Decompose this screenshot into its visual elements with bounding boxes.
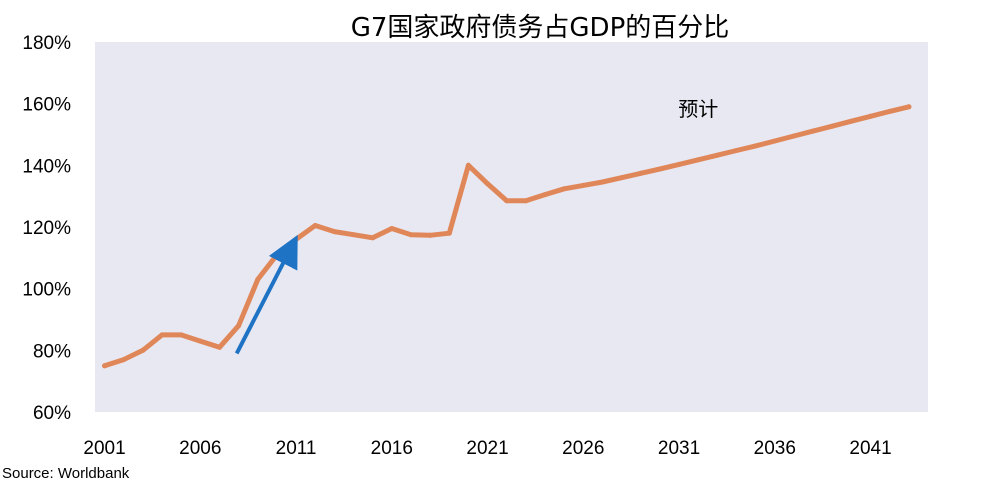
x-tick-label: 2041 <box>849 438 891 459</box>
x-tick-label: 2026 <box>562 438 604 459</box>
x-tick-label: 2021 <box>466 438 508 459</box>
plot-area <box>95 42 928 412</box>
data-point <box>140 347 146 353</box>
data-point <box>351 232 356 238</box>
x-tick-label: 2016 <box>371 438 413 459</box>
data-point <box>389 226 395 231</box>
data-point <box>542 192 548 198</box>
data-point <box>312 223 318 228</box>
data-point <box>197 338 203 344</box>
x-tick-label: 2031 <box>658 438 700 459</box>
y-tick-label: 180% <box>22 33 71 54</box>
data-point <box>695 157 701 163</box>
data-point <box>561 186 567 192</box>
source-note: Source: Worldbank <box>2 465 130 482</box>
data-point <box>887 108 893 114</box>
x-tick-label: 2036 <box>754 438 796 459</box>
data-point <box>293 236 299 242</box>
data-point <box>255 276 261 282</box>
data-point <box>331 229 337 235</box>
y-tick-label: 60% <box>33 403 71 424</box>
data-point <box>178 332 184 338</box>
y-tick-label: 120% <box>22 218 71 239</box>
x-tick-label: 2011 <box>276 438 317 459</box>
y-tick-label: 80% <box>33 341 71 362</box>
data-point <box>159 332 165 338</box>
data-point <box>906 104 912 110</box>
data-point <box>829 123 835 129</box>
data-point <box>772 138 778 144</box>
data-point <box>217 344 222 350</box>
x-tick-label: 2006 <box>179 438 221 459</box>
data-point <box>465 162 471 168</box>
data-point <box>370 235 376 241</box>
chart-title: G7国家政府债务占GDP的百分比 <box>351 13 730 43</box>
data-point <box>657 166 663 172</box>
trend-arrow <box>234 234 298 355</box>
x-tick-label: 2001 <box>83 438 125 459</box>
data-point <box>791 133 797 139</box>
y-tick-label: 140% <box>22 156 71 177</box>
data-point <box>753 143 759 149</box>
y-tick-label: 100% <box>22 280 71 301</box>
data-point <box>523 198 529 204</box>
data-point <box>121 357 127 363</box>
data-point <box>236 323 242 329</box>
data-point <box>504 198 510 204</box>
data-point <box>408 232 414 238</box>
data-point <box>485 181 491 187</box>
data-point <box>810 128 816 134</box>
data-point <box>714 152 720 158</box>
data-point <box>619 175 625 181</box>
data-point <box>868 113 874 119</box>
data-point <box>600 179 605 185</box>
data-point <box>848 118 854 124</box>
y-tick-label: 160% <box>22 95 71 116</box>
data-point <box>427 232 433 238</box>
data-point <box>676 161 682 167</box>
data-point <box>734 148 739 153</box>
data-point <box>580 182 586 188</box>
forecast-label: 预计 <box>678 97 718 121</box>
data-point <box>102 363 108 369</box>
data-point <box>446 230 452 236</box>
data-point <box>638 170 644 176</box>
data-point <box>274 252 280 258</box>
